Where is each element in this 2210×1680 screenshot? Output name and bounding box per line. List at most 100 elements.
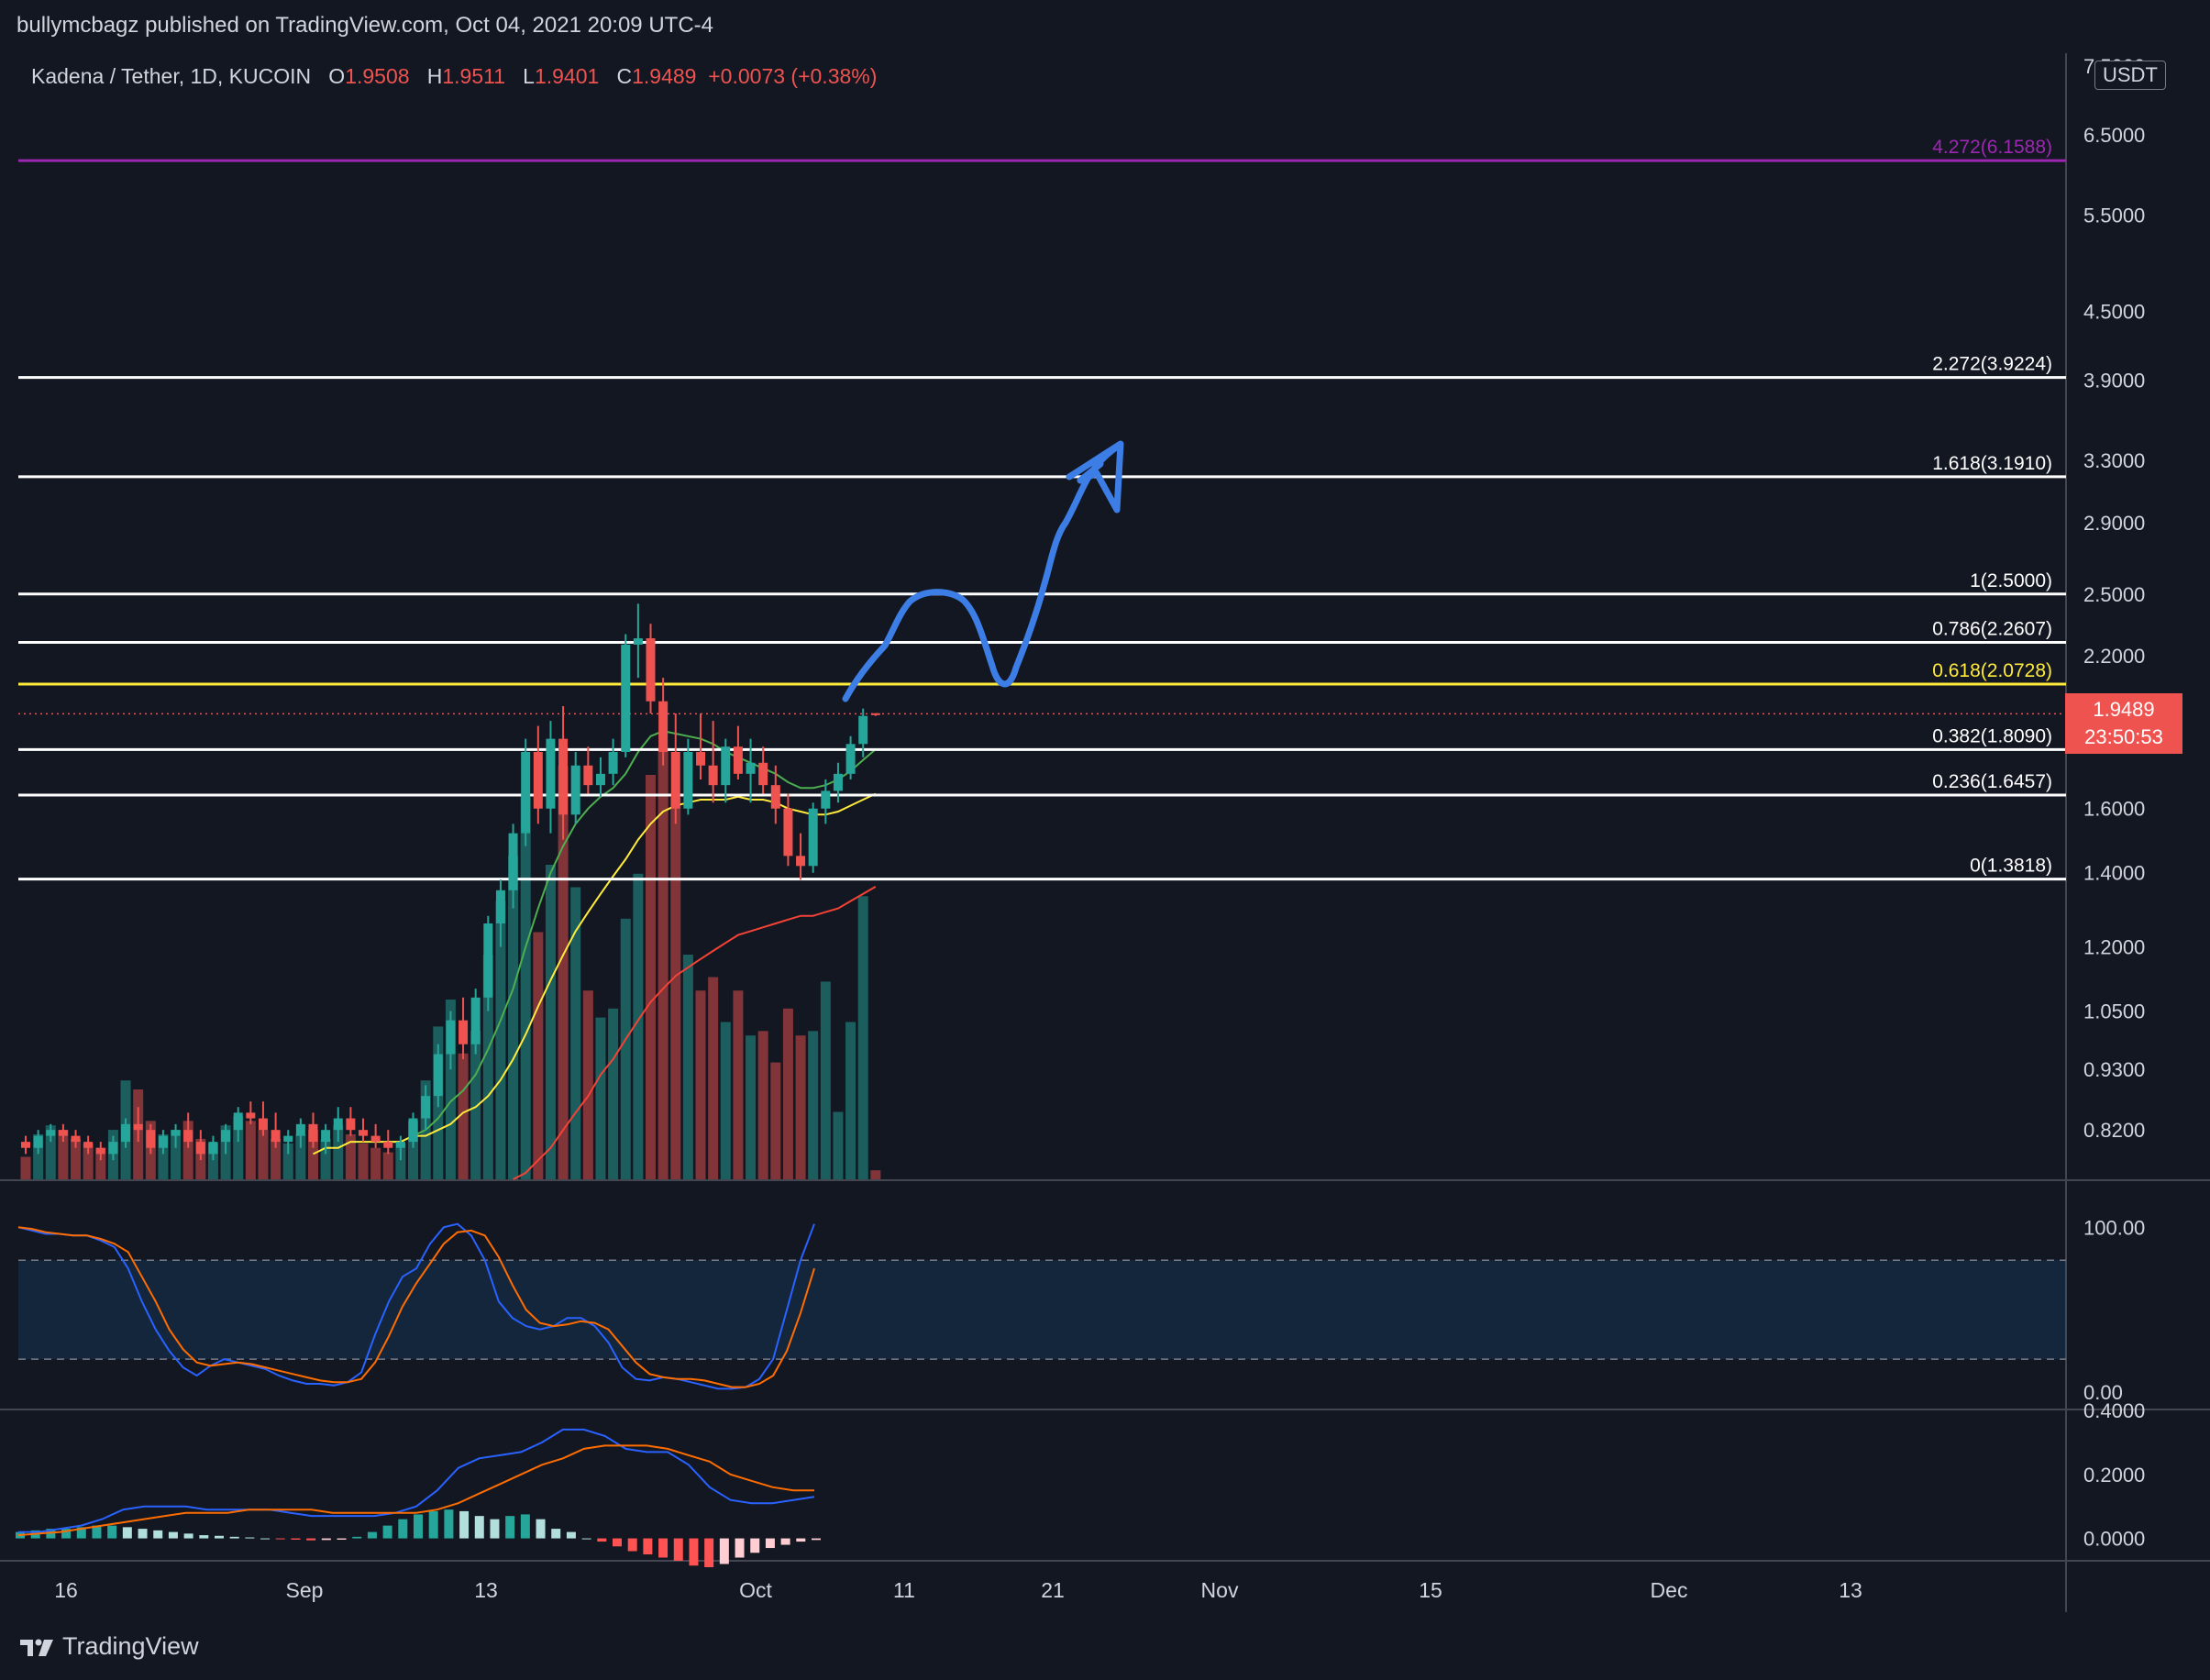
time-tick-label: 16 (54, 1578, 78, 1602)
fib-label: 0.382(1.8090) (1932, 725, 2052, 746)
macd-histogram-bar (505, 1516, 515, 1539)
macd-histogram-bar (689, 1538, 699, 1566)
fib-label: 1.618(3.1910) (1932, 453, 2052, 474)
forecast-path[interactable] (842, 442, 1122, 702)
macd-histogram-bar (122, 1527, 132, 1539)
candle-body (721, 746, 731, 786)
macd-histogram-bar (520, 1514, 530, 1539)
chart-canvas[interactable]: 4.272(6.1588) 2.272(3.9224) 1.618(3.1910) 1… (0, 53, 2210, 1612)
candle-body (283, 1135, 293, 1143)
forecast-arrowhead[interactable] (1066, 440, 1124, 514)
chart-area[interactable]: 4.272(6.1588) 2.272(3.9224) 1.618(3.1910) 1… (0, 53, 2210, 1612)
macd-histogram-bar (153, 1530, 163, 1539)
candle-body (46, 1130, 56, 1136)
candle-body (583, 765, 593, 786)
macd-histogram-bar (382, 1525, 392, 1539)
candle-body (608, 751, 618, 774)
macd-histogram-bar (337, 1538, 347, 1540)
candle-body (470, 997, 481, 1044)
candle-body (521, 751, 531, 834)
time-tick-label: Sep (286, 1578, 324, 1602)
pane-frame (0, 53, 2210, 1612)
fib-label: 0.236(1.6457) (1932, 771, 2052, 792)
price-tick-label: 2.5000 (2083, 583, 2145, 606)
candle-body (870, 713, 880, 715)
macd-histogram-bar (536, 1519, 546, 1539)
candle-body (146, 1130, 156, 1148)
macd-histogram-bar (229, 1536, 239, 1539)
candle-body (271, 1130, 281, 1143)
volume-bar (58, 1130, 69, 1179)
volume-bar (520, 797, 531, 1179)
volume-bar (20, 1156, 31, 1179)
volume-bar (470, 1031, 481, 1179)
volume-bar (45, 1125, 56, 1179)
macd-line-macd (18, 1428, 815, 1533)
volume-bar (171, 1130, 182, 1179)
volume-bar (182, 1121, 193, 1179)
candle-body (83, 1142, 94, 1148)
price-tick-label: 0.9300 (2083, 1058, 2145, 1081)
price-tick-label: 1.4000 (2083, 862, 2145, 885)
candle-body (696, 751, 706, 766)
price-axis[interactable]: 7.50006.50005.50004.50003.90003.30002.90… (2083, 55, 2145, 1551)
candle-body (558, 738, 569, 815)
volume-bar (670, 797, 681, 1179)
macd-histogram-bar (750, 1538, 760, 1553)
candle-body (683, 751, 693, 809)
candle-body (821, 790, 831, 809)
fibonacci-levels[interactable]: 4.272(6.1588) 2.272(3.9224) 1.618(3.1910) 1… (18, 137, 2066, 881)
macd-histogram-bar (459, 1510, 470, 1539)
macd-line-signal (17, 1444, 814, 1537)
volume-bar (870, 1170, 881, 1179)
candle-body (346, 1118, 356, 1131)
volume-bar (808, 1031, 819, 1179)
candle-body (746, 762, 756, 774)
volume-bar (720, 1022, 731, 1179)
macd-histogram-bar (444, 1509, 454, 1539)
candlesticks[interactable] (21, 603, 880, 1161)
volume-bar (533, 932, 544, 1179)
volume-bar (71, 1138, 82, 1179)
macd-histogram-bar (107, 1525, 117, 1539)
volume-bar (620, 918, 631, 1179)
volume-bar (358, 1143, 369, 1179)
macd-histogram-bar (275, 1538, 285, 1540)
candle-body (808, 808, 818, 867)
time-axis[interactable]: 16 Sep 13 Oct 11 21 Nov 15 Dec 13 (54, 1578, 1862, 1602)
candle-body (370, 1135, 381, 1143)
footer: TradingView (0, 1612, 2210, 1680)
candle-body (646, 638, 656, 702)
macd-pane (16, 1428, 821, 1567)
macd-histogram-bar (414, 1514, 423, 1539)
volume-bar (495, 901, 506, 1179)
macd-histogram-bar (306, 1538, 316, 1541)
volume-bar (207, 1143, 218, 1179)
candle-body (546, 738, 556, 809)
price-tick-label: 2.2000 (2083, 645, 2145, 668)
volume-bar (757, 1031, 768, 1179)
price-tick-label: 1.0500 (2083, 1000, 2145, 1023)
volume-bar (307, 1130, 318, 1179)
candle-body (858, 715, 868, 745)
ma-line-red (513, 886, 877, 1180)
candle-body (421, 1096, 431, 1119)
forecast-arrow-drawing[interactable] (842, 440, 1124, 702)
macd-tick-label: 0.2000 (2083, 1464, 2145, 1487)
close-label: C (616, 64, 633, 88)
header: bullymcbagz published on TradingView.com… (0, 0, 2210, 53)
volume-bar (370, 1147, 381, 1179)
macd-tick-label: 0.4000 (2083, 1399, 2145, 1422)
stoch-rsi-pane (17, 1222, 2066, 1390)
symbol-title[interactable]: Kadena / Tether, 1D, KUCOIN (31, 64, 312, 88)
tradingview-logo[interactable]: TradingView (18, 1632, 199, 1661)
candle-body (670, 751, 680, 809)
volume-bar (245, 1121, 256, 1179)
volume-bar (158, 1134, 169, 1179)
candle-body (258, 1118, 268, 1131)
stoch-line-d (17, 1226, 815, 1388)
open-value: 1.9508 (345, 64, 410, 88)
volume-bar (770, 1062, 781, 1179)
currency-badge[interactable]: USDT (2094, 61, 2166, 90)
fib-label: 0.618(2.0728) (1932, 660, 2052, 681)
